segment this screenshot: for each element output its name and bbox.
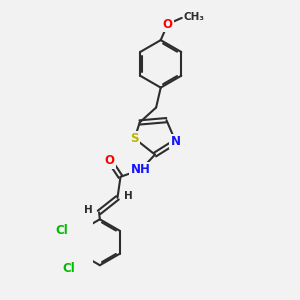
Text: H: H (84, 205, 93, 215)
Text: Cl: Cl (63, 262, 76, 275)
Text: O: O (163, 17, 172, 31)
Text: N: N (171, 135, 181, 148)
Text: S: S (130, 132, 139, 145)
Text: H: H (124, 190, 133, 201)
Text: Cl: Cl (55, 224, 68, 237)
Text: CH₃: CH₃ (184, 12, 205, 22)
Text: O: O (105, 154, 115, 167)
Text: NH: NH (130, 164, 150, 176)
